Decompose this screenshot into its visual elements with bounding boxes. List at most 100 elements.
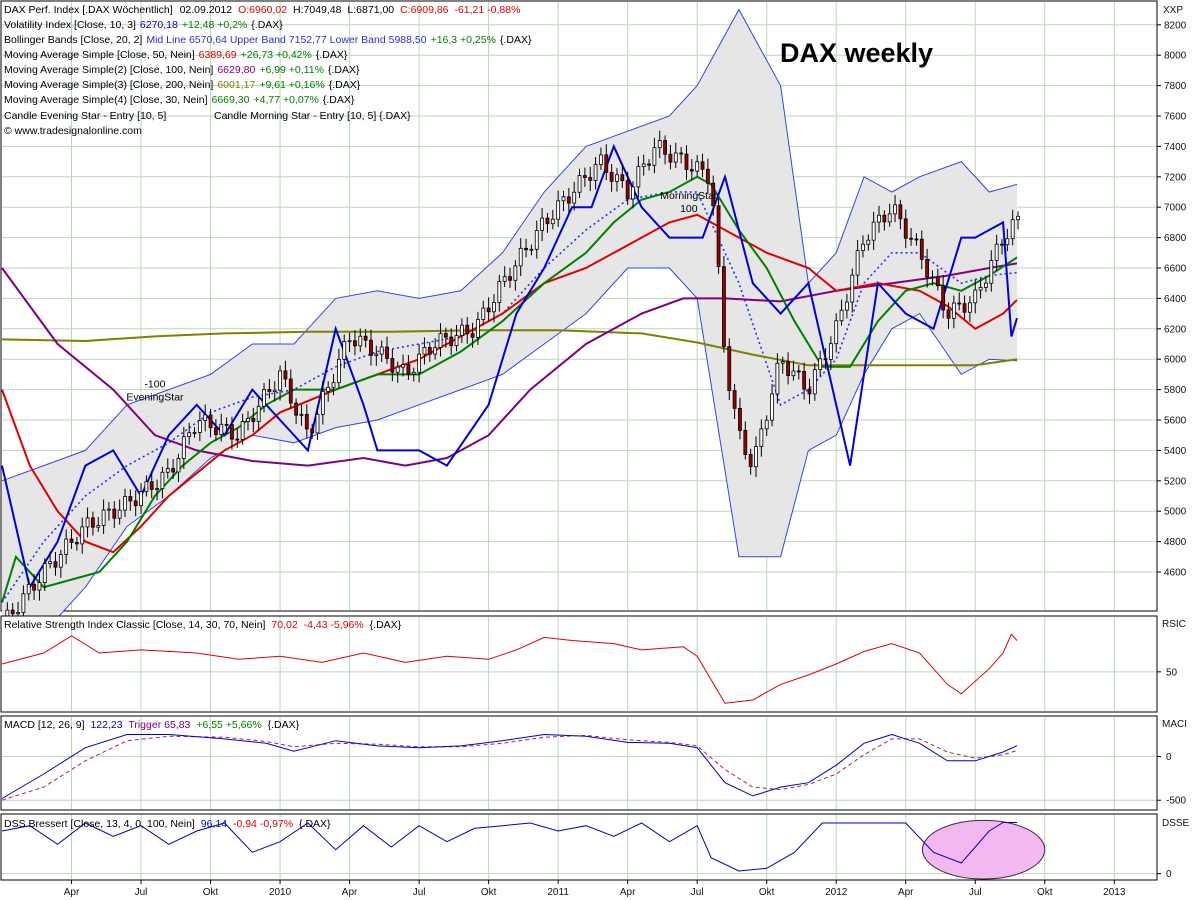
legend-line: Moving Average Simple(4) [Close, 30, Nei… [4,94,355,106]
legend-suffix: {.DAX} [251,19,283,31]
candle-body [262,389,266,407]
candle-body [459,324,464,336]
candle-body [727,346,732,391]
x-tick-label: Okt [203,887,219,898]
legend-value: 6669,30 [212,94,250,106]
y-tick-label: 7000 [1164,203,1187,214]
candle-body [10,609,15,615]
macd-suffix: {.DAX} [268,719,300,731]
candle-body [577,175,582,193]
candle-body [112,508,117,519]
candle-body [21,593,26,613]
macd-value: 122,23 [90,719,122,731]
candle-body [37,582,42,591]
candle-body [882,214,887,223]
candle-body [96,525,101,528]
dss-value: 96,14 [201,818,227,830]
candle-body [834,320,839,345]
annotation-text: -100 [144,379,165,391]
y-tick-label: 6200 [1164,324,1187,335]
candle-body [331,382,336,388]
candle-body [208,414,213,429]
rsi-header: Relative Strength Index Classic [Close, … [4,619,402,631]
y-tick-label: 5800 [1164,385,1187,396]
candle-body [524,247,528,251]
legend-value: Mid Line 6570,64 Upper Band 7152,77 Lowe… [146,34,426,46]
candle-body [770,393,774,421]
y-tick-label: 8200 [1164,20,1187,31]
header-date: 02.09.2012 [180,4,233,16]
candle-body [925,258,930,278]
candle-body [930,276,935,279]
candle-body [561,196,566,202]
dss-axis-title: DSSE [1162,818,1190,829]
candle-body [53,561,58,568]
candle-body [171,468,176,473]
legend-value: 6389,69 [199,49,237,61]
legend-value: 6270,18 [140,19,178,31]
candle-body [845,301,849,311]
candle-body [1005,238,1010,246]
candle-body [395,366,400,373]
legend-value: 6629,80 [217,64,255,76]
candle-body [582,175,587,178]
candle-body [299,413,304,416]
candle-body [139,491,143,507]
candle-body [235,438,240,441]
candle-body [310,428,315,434]
candle-body [909,237,913,240]
candle-body [16,612,20,615]
legend-line: Volatility Index [Close, 10, 3] 6270,18 +1… [4,19,283,31]
candle-body [759,428,764,447]
candle-body [454,335,459,347]
candle-body [534,230,539,250]
candle-body [978,286,983,291]
currency-label: XXP [1163,5,1183,16]
y-tick-label: 7800 [1164,81,1187,92]
candle-body [294,402,299,416]
macd-change: +6,55 +5,66% [196,719,261,731]
x-tick-label: Apr [620,887,636,898]
candle-body [91,517,95,528]
candle-body [427,347,432,355]
y-tick-label: 6800 [1164,233,1187,244]
candle-body [508,276,512,281]
candle-body [919,238,924,260]
candle-body [711,182,716,207]
candle-body [695,161,700,172]
candle-body [278,370,282,391]
candle-body [48,561,53,565]
candle-body [422,347,427,355]
candle-body [791,370,796,377]
legend-suffix: {.DAX} [316,49,348,61]
legend-line: Moving Average Simple(2) [Close, 100, Ne… [4,64,360,76]
candle-body [540,217,545,231]
candle-body [689,169,694,172]
candle-body [957,302,962,305]
candle-body [128,496,133,502]
candle-body [133,500,138,507]
candle-body [149,481,154,490]
candle-body [326,386,331,392]
candle-body [780,361,785,364]
y-axes: 4600480050005200540056005800600062006400… [1157,20,1187,880]
candle-body [861,243,865,251]
candle-body [663,140,667,155]
candle-body [315,413,320,434]
candle-body [839,309,844,322]
candle-body [502,276,507,282]
candle-body [588,177,593,181]
candle-body [855,250,860,276]
candle-body [566,196,571,204]
rsi-label: Relative Strength Index Classic [Close, … [4,619,266,631]
legend-change: +26,73 +0,42% [241,49,312,61]
candle-body [652,147,657,166]
candle-body [342,341,347,360]
header-high: H:7049,48 [293,4,342,16]
candle-body [117,509,122,519]
instrument-name: DAX Perf. Index [.DAX Wöchentlich] [4,4,173,16]
candle-body [497,280,502,303]
macd-axis-title: MACI [1162,719,1187,730]
candle-body [123,496,127,511]
y-tick-label: 5200 [1164,476,1187,487]
